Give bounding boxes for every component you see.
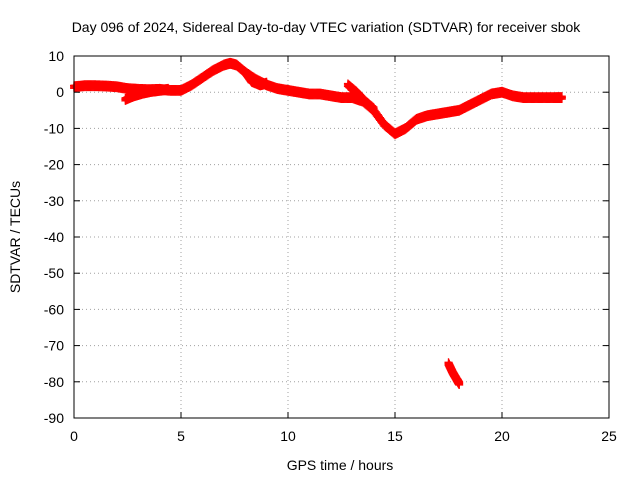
- data-point: [262, 80, 271, 89]
- y-tick-label: -50: [44, 265, 64, 281]
- data-points: [70, 57, 566, 390]
- y-tick-label: -40: [44, 229, 64, 245]
- series-sdtvar-arc-3: [241, 66, 271, 91]
- chart-title: Day 096 of 2024, Sidereal Day-to-day VTE…: [72, 19, 582, 35]
- y-tick-label: 0: [56, 84, 64, 100]
- axis-ticks: [73, 55, 610, 419]
- x-tick-label: 25: [601, 428, 617, 444]
- x-tick-labels: 0 5 10 15 20 25: [70, 428, 617, 444]
- x-tick-label: 20: [494, 428, 510, 444]
- series-sdtvar-arc-2: [121, 83, 173, 105]
- y-tick-label: -80: [44, 374, 64, 390]
- y-tick-label: -90: [44, 410, 64, 426]
- data-point: [369, 105, 378, 114]
- series-sdtvar-outlier-arc: [444, 358, 464, 390]
- x-tick-label: 10: [280, 428, 296, 444]
- series-sdtvar-main: [70, 57, 566, 140]
- y-tick-label: 10: [48, 48, 64, 64]
- y-tick-label: -20: [44, 157, 64, 173]
- y-tick-label: -10: [44, 120, 64, 136]
- y-tick-labels: 10 0 -10 -20 -30 -40 -50 -60 -70 -80 -90: [44, 48, 64, 426]
- y-tick-label: -70: [44, 338, 64, 354]
- x-tick-label: 5: [177, 428, 185, 444]
- y-tick-label: -60: [44, 301, 64, 317]
- data-point: [164, 86, 173, 95]
- data-point: [557, 95, 566, 104]
- x-tick-label: 0: [70, 428, 78, 444]
- x-tick-label: 15: [387, 428, 403, 444]
- x-axis-label: GPS time / hours: [287, 457, 394, 473]
- y-tick-label: -30: [44, 193, 64, 209]
- data-point: [455, 381, 464, 390]
- y-axis-label: SDTVAR / TECUs: [7, 181, 23, 293]
- series-sdtvar-arc-4: [343, 79, 378, 114]
- grid-lines: [74, 56, 609, 418]
